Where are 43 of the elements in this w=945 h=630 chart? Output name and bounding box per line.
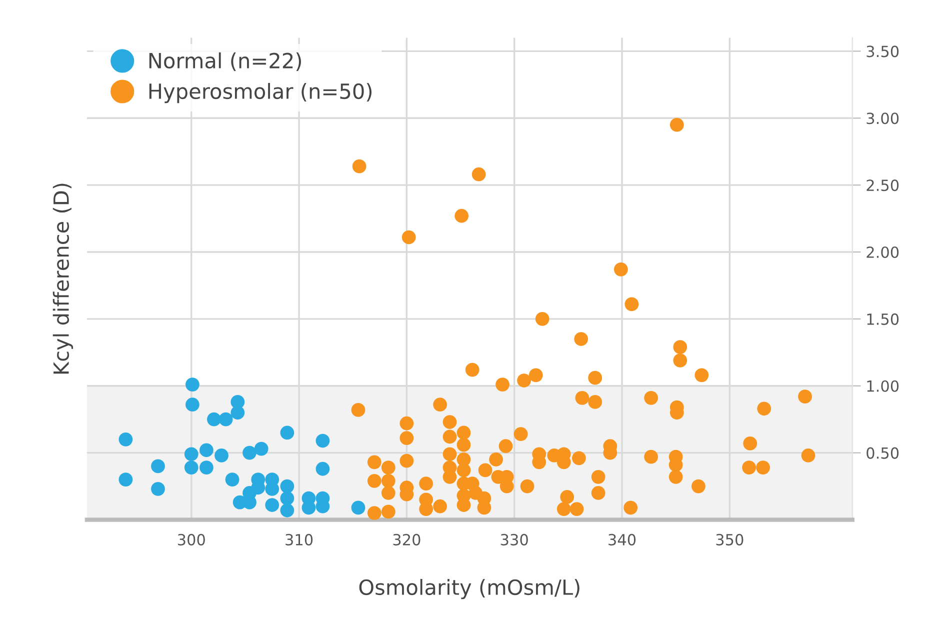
point (265, 482, 280, 496)
y-axis-title: Kcyl difference (D) (52, 184, 74, 374)
point (280, 491, 294, 506)
y-tick-label: 3.50 (866, 46, 899, 58)
point (199, 460, 214, 474)
x-tick-label: 300 (178, 534, 205, 546)
x-axis-title: Osmolarity (mOsm/L) (359, 578, 580, 600)
point (280, 503, 294, 518)
point (118, 432, 133, 446)
point (207, 412, 221, 426)
x-tick-label: 350 (716, 534, 744, 546)
point (184, 447, 198, 462)
point (218, 412, 233, 426)
y-tick-label: 2.50 (866, 180, 899, 192)
point (118, 472, 133, 487)
point (184, 460, 198, 474)
point (254, 442, 268, 456)
point (316, 434, 330, 448)
y-tick-label: 0.50 (866, 447, 899, 459)
legend-label: Hyperosmolar (n=50) (149, 82, 372, 104)
y-tick-label: 2.00 (866, 246, 899, 258)
x-tick-label: 330 (500, 534, 528, 546)
y-tick-label: 3.00 (866, 112, 899, 124)
point (242, 446, 256, 460)
point (280, 479, 294, 494)
x-tick-label: 310 (286, 534, 313, 546)
point (351, 500, 366, 515)
y-tick-label: 1.00 (867, 380, 899, 392)
point (151, 459, 165, 474)
point (214, 448, 228, 462)
y-tick-label: 1.50 (867, 313, 899, 325)
point (151, 482, 165, 496)
point (225, 472, 240, 487)
point (186, 378, 200, 392)
point (230, 406, 245, 420)
x-tick-label: 340 (608, 534, 636, 546)
point (265, 498, 280, 512)
point (186, 398, 200, 412)
legend-label: Normal (n=22) (149, 52, 301, 71)
point (199, 443, 214, 458)
point (280, 426, 294, 440)
x-tick-label: 320 (393, 534, 420, 546)
point (316, 462, 330, 476)
